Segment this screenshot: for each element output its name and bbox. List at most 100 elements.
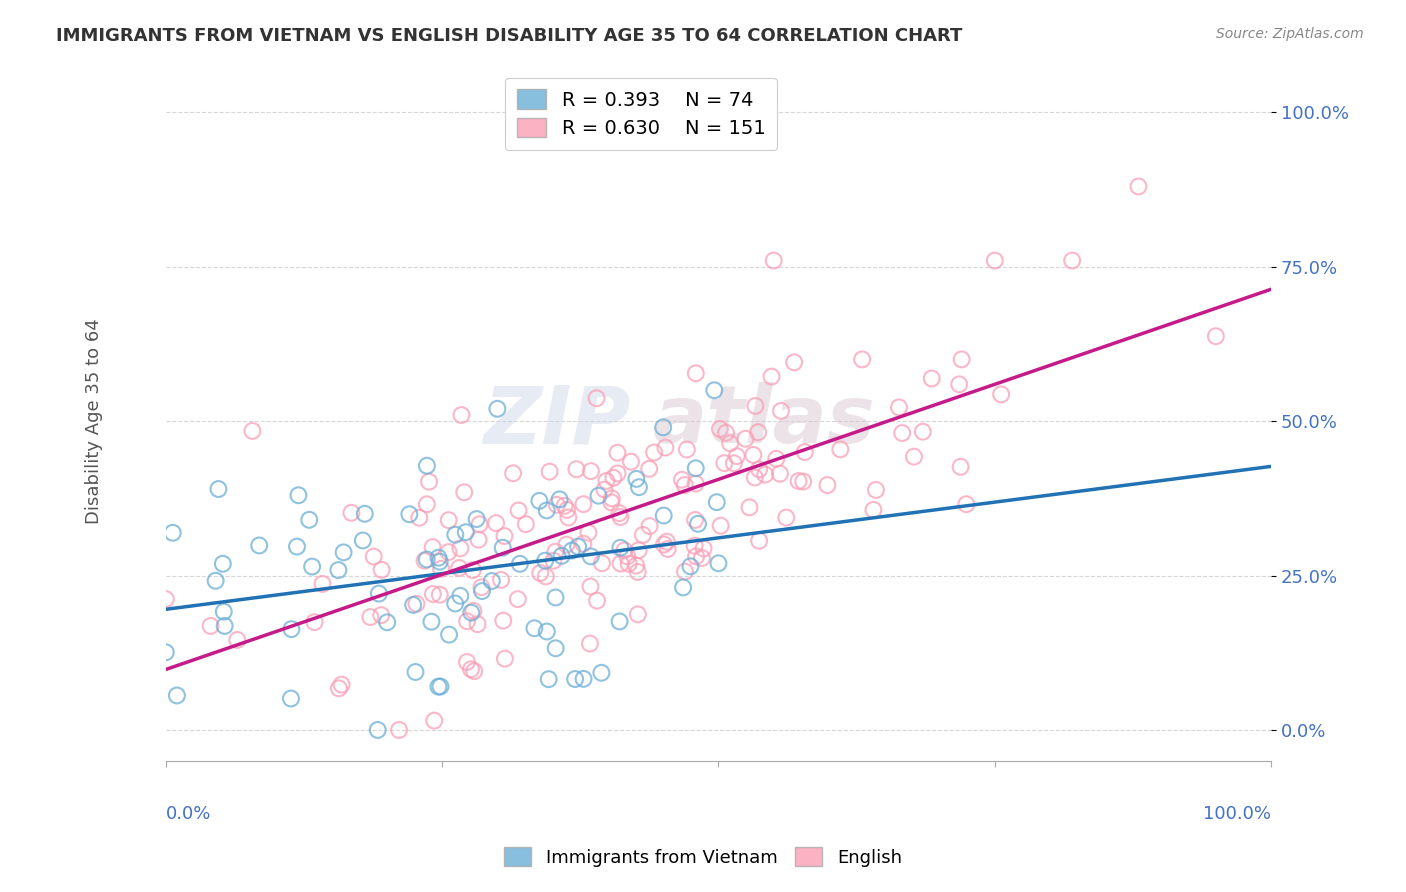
Point [461, 563, 484, 577]
Point [485, 516, 508, 530]
Legend: R = 0.393    N = 74, R = 0.630    N = 151: R = 0.393 N = 74, R = 0.630 N = 151 [505, 78, 778, 150]
Point [340, 506, 363, 520]
Point [627, 565, 650, 579]
Point [405, 597, 427, 611]
Point [155, 592, 177, 607]
Point [301, 559, 323, 574]
Point [515, 517, 537, 532]
Point [427, 550, 450, 565]
Point [617, 557, 640, 571]
Point [506, 592, 529, 607]
Point [591, 556, 613, 570]
Point [579, 549, 602, 564]
Point [654, 441, 676, 455]
Point [207, 482, 229, 496]
Point [595, 474, 617, 488]
Point [686, 516, 709, 531]
Point [418, 475, 440, 489]
Point [214, 619, 236, 633]
Point [211, 557, 233, 571]
Point [862, 503, 884, 517]
Point [652, 537, 675, 551]
Point [607, 506, 630, 520]
Point [456, 614, 478, 628]
Point [523, 621, 546, 635]
Point [534, 554, 557, 568]
Point [891, 425, 914, 440]
Point [572, 537, 595, 551]
Point [685, 366, 707, 380]
Point [762, 253, 785, 268]
Point [470, 580, 492, 594]
Point [754, 467, 776, 482]
Point [467, 533, 489, 547]
Point [638, 519, 661, 533]
Point [494, 529, 516, 543]
Point [787, 474, 810, 488]
Point [673, 565, 696, 579]
Point [1128, 179, 1150, 194]
Point [370, 608, 392, 623]
Point [508, 503, 530, 517]
Point [742, 448, 765, 462]
Point [155, 645, 177, 659]
Point [685, 461, 707, 475]
Point [652, 508, 675, 523]
Point [579, 636, 602, 650]
Point [492, 614, 515, 628]
Point [468, 517, 491, 532]
Point [600, 491, 623, 506]
Point [714, 425, 737, 440]
Point [437, 627, 460, 641]
Point [352, 533, 374, 548]
Point [709, 422, 731, 436]
Point [449, 541, 471, 556]
Point [529, 493, 551, 508]
Point [200, 619, 222, 633]
Point [673, 478, 696, 492]
Point [638, 462, 661, 476]
Point [420, 615, 443, 629]
Point [280, 622, 302, 636]
Point [703, 384, 725, 398]
Point [685, 549, 707, 564]
Point [1205, 329, 1227, 343]
Point [671, 473, 693, 487]
Point [454, 525, 477, 540]
Point [437, 545, 460, 559]
Point [536, 503, 558, 517]
Point [494, 651, 516, 665]
Point [718, 436, 741, 450]
Point [422, 587, 444, 601]
Point [555, 538, 578, 552]
Point [738, 500, 761, 515]
Point [437, 513, 460, 527]
Point [851, 352, 873, 367]
Point [609, 615, 631, 629]
Point [330, 678, 353, 692]
Point [166, 689, 188, 703]
Point [444, 527, 467, 541]
Point [546, 498, 568, 512]
Point [765, 451, 787, 466]
Point [585, 391, 607, 405]
Point [489, 573, 512, 587]
Point [429, 588, 451, 602]
Point [212, 605, 235, 619]
Point [627, 480, 650, 494]
Point [467, 617, 489, 632]
Point [388, 723, 411, 737]
Point [865, 483, 887, 497]
Point [744, 470, 766, 484]
Point [370, 563, 392, 577]
Point [423, 714, 446, 728]
Point [792, 475, 814, 489]
Point [748, 533, 770, 548]
Point [690, 551, 713, 566]
Point [456, 655, 478, 669]
Point [586, 593, 609, 607]
Point [567, 540, 589, 554]
Point [550, 549, 572, 563]
Point [591, 665, 613, 680]
Point [247, 538, 270, 552]
